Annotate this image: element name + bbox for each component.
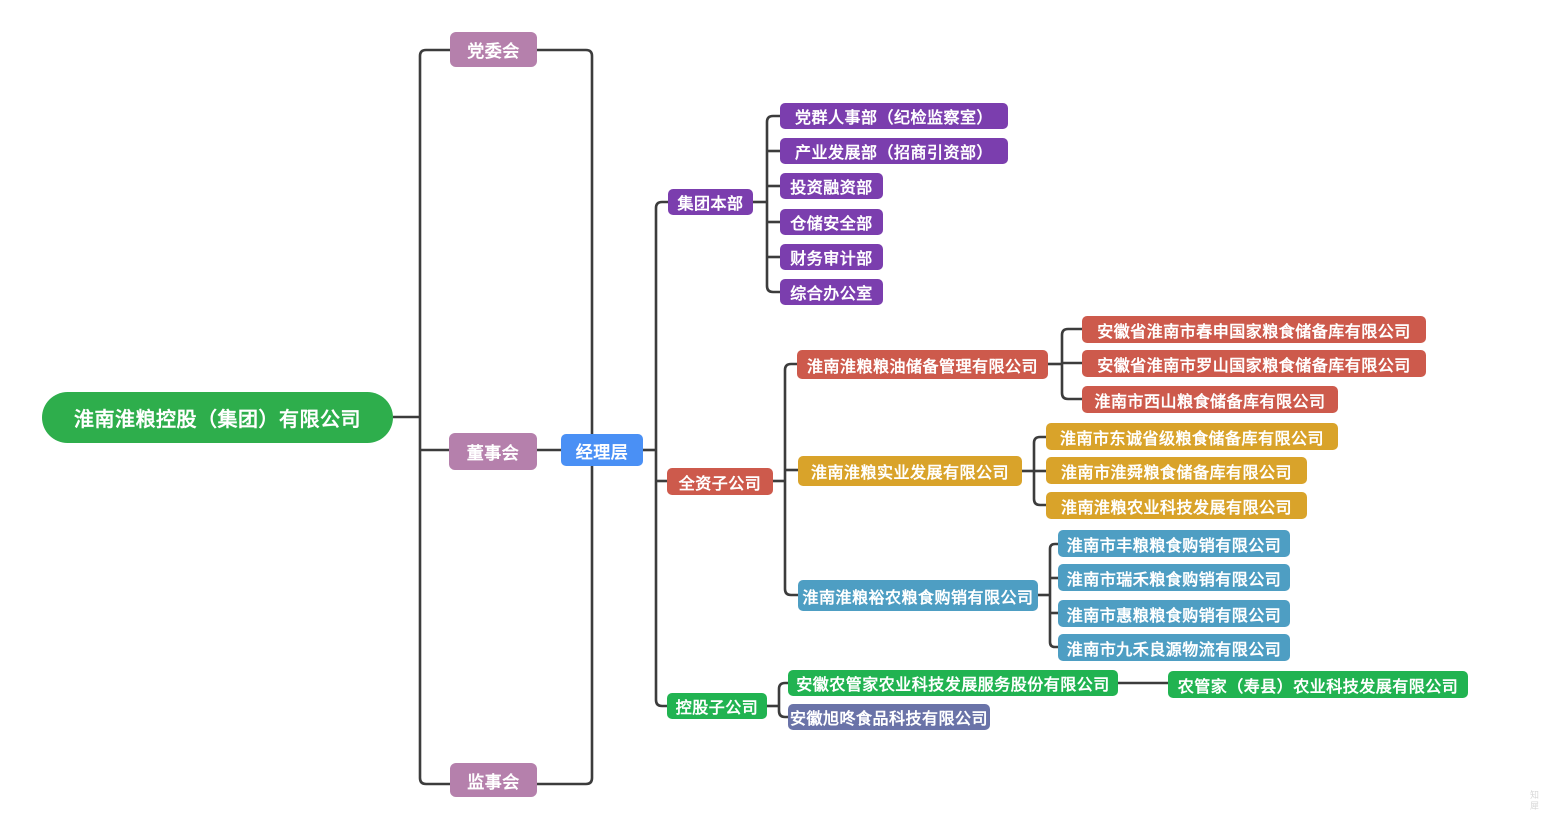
node-wholly-owned-subsidiaries[interactable]: 全资子公司 bbox=[667, 468, 773, 495]
watermark: 知犀 bbox=[1529, 790, 1539, 812]
connector-holding-bracket bbox=[777, 681, 788, 719]
node-fengliang-grain-trade-co[interactable]: 淮南市丰粮粮食购销有限公司 bbox=[1058, 530, 1290, 557]
node-ruihe-grain-trade-co[interactable]: 淮南市瑞禾粮食购销有限公司 bbox=[1058, 564, 1290, 591]
node-dongcheng-reserve-depot[interactable]: 淮南市东诚省级粮食储备库有限公司 bbox=[1046, 423, 1338, 450]
node-root-company[interactable]: 淮南淮粮控股（集团）有限公司 bbox=[42, 392, 393, 443]
node-xishan-reserve-depot[interactable]: 淮南市西山粮食储备库有限公司 bbox=[1082, 386, 1338, 413]
node-nongguanjia-shouxian-co[interactable]: 农管家（寿县）农业科技发展有限公司 bbox=[1168, 671, 1468, 698]
connector-main-bracket bbox=[654, 200, 670, 708]
node-group-headquarters[interactable]: 集团本部 bbox=[668, 189, 753, 215]
node-dept-general-office[interactable]: 综合办公室 bbox=[780, 279, 883, 305]
node-board-of-directors[interactable]: 董事会 bbox=[449, 433, 537, 470]
node-nongguanjia-agritech-services-co[interactable]: 安徽农管家农业科技发展服务股份有限公司 bbox=[788, 670, 1118, 696]
node-chunshen-reserve-depot[interactable]: 安徽省淮南市春申国家粮食储备库有限公司 bbox=[1082, 316, 1426, 343]
node-dept-finance-audit[interactable]: 财务审计部 bbox=[780, 244, 883, 270]
node-huiliang-grain-trade-co[interactable]: 淮南市惠粮粮食购销有限公司 bbox=[1058, 600, 1290, 627]
node-luoshan-reserve-depot[interactable]: 安徽省淮南市罗山国家粮食储备库有限公司 bbox=[1082, 350, 1426, 377]
connector-wholly-bracket bbox=[783, 362, 798, 597]
node-party-committee[interactable]: 党委会 bbox=[450, 32, 537, 67]
node-industry-development-co[interactable]: 淮南淮粮实业发展有限公司 bbox=[798, 456, 1022, 486]
node-yunong-grain-trade-co[interactable]: 淮南淮粮裕农粮食购销有限公司 bbox=[798, 580, 1038, 611]
connector-governance-loop bbox=[418, 48, 594, 786]
node-holding-subsidiaries[interactable]: 控股子公司 bbox=[667, 693, 767, 719]
node-dept-industry-development[interactable]: 产业发展部（招商引资部） bbox=[780, 138, 1008, 164]
node-huaishun-reserve-depot[interactable]: 淮南市淮舜粮食储备库有限公司 bbox=[1046, 457, 1307, 484]
node-dept-party-personnel[interactable]: 党群人事部（纪检监察室） bbox=[780, 103, 1008, 129]
node-supervisory-board[interactable]: 监事会 bbox=[450, 763, 537, 797]
node-jiuhe-logistics-co[interactable]: 淮南市九禾良源物流有限公司 bbox=[1058, 634, 1290, 661]
node-reserve-management-co[interactable]: 淮南淮粮粮油储备管理有限公司 bbox=[797, 350, 1048, 379]
node-dept-investment-financing[interactable]: 投资融资部 bbox=[780, 173, 883, 199]
connector-grain-bracket bbox=[1048, 542, 1058, 649]
connector-dept-bracket bbox=[765, 114, 780, 294]
node-agritech-development-co[interactable]: 淮南淮粮农业科技发展有限公司 bbox=[1046, 492, 1307, 519]
node-management-layer[interactable]: 经理层 bbox=[561, 434, 643, 466]
node-dept-storage-safety[interactable]: 仓储安全部 bbox=[780, 209, 883, 235]
node-xudong-food-tech-co[interactable]: 安徽旭咚食品科技有限公司 bbox=[788, 704, 990, 730]
